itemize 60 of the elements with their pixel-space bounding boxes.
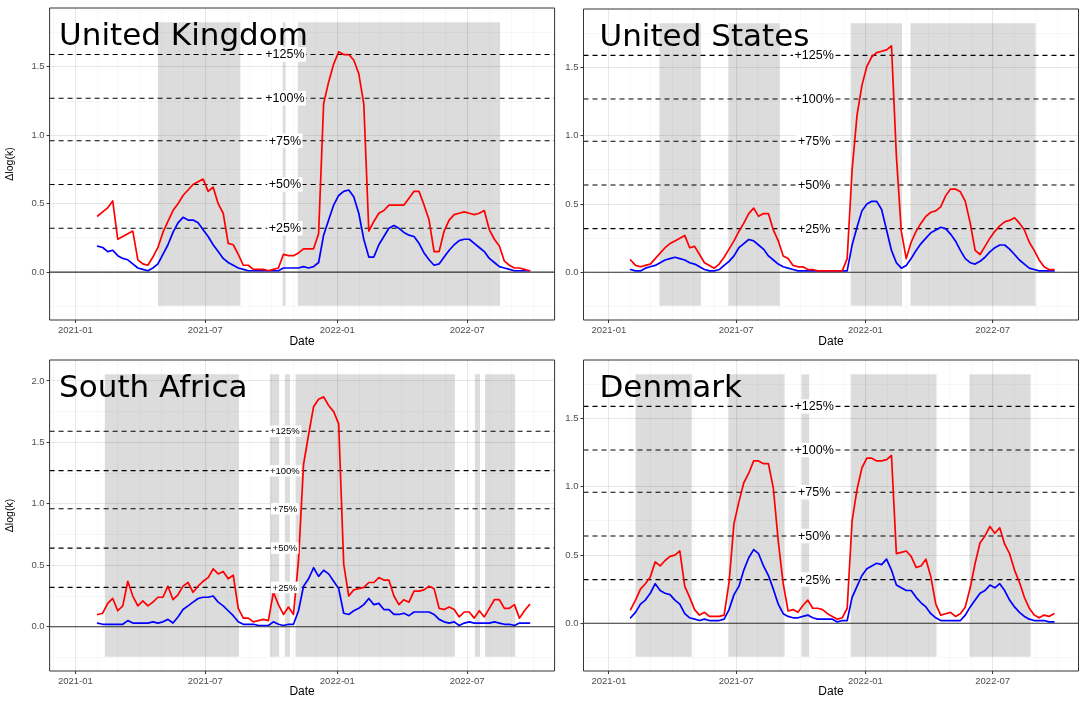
annotation: +25% [268,221,302,236]
y-tick-label: 0.0 [31,265,45,277]
y-tick-label: 0.0 [565,265,579,277]
x-tick-label: 2022-07 [449,324,485,336]
annotation: +50% [268,177,302,192]
x-axis-title: Date [289,684,316,699]
y-axis-title: Δlog(k) [3,498,16,533]
x-tick-label: 2022-07 [449,675,485,687]
y-tick-label: 1.5 [565,412,579,424]
x-tick-label: 2022-01 [848,324,883,336]
x-tick-label: 2022-07 [975,675,1011,687]
annotation: +100% [794,442,834,457]
annotation: +125% [265,47,305,62]
x-tick-label: 2022-01 [319,675,355,687]
y-tick-label: 0.0 [565,616,579,628]
y-tick-label: 1.0 [31,128,45,140]
annotation: +25% [272,581,298,593]
annotation: +75% [797,485,831,500]
y-tick-label: 0.5 [31,197,45,209]
y-tick-label: 0.5 [565,197,579,209]
x-tick-label: 2021-07 [718,324,754,336]
x-tick-label: 2021-01 [591,675,627,687]
annotation: +25% [797,221,831,236]
y-tick-label: 1.5 [565,61,579,73]
x-tick-label: 2022-01 [848,675,883,687]
annotation: +100% [794,91,834,106]
y-tick-label: 0.0 [31,620,45,632]
y-tick-label: 1.0 [31,497,45,509]
annotation: +50% [272,542,298,554]
y-tick-label: 1.0 [565,480,579,492]
annotation: +25% [797,572,831,587]
x-tick-label: 2022-01 [319,324,355,336]
y-tick-label: 1.0 [565,129,579,141]
y-axis-title: Δlog(k) [3,147,16,181]
annotation: +75% [272,502,298,514]
annotation: +100% [265,91,305,106]
x-tick-label: 2021-07 [187,324,223,336]
chart-title: South Africa [59,368,248,404]
x-tick-label: 2021-01 [57,324,93,336]
x-tick-label: 2021-07 [187,675,223,687]
x-tick-label: 2022-07 [975,324,1011,336]
x-tick-label: 2021-01 [57,675,93,687]
annotation: +100% [269,464,301,476]
y-tick-label: 0.5 [31,558,45,570]
y-tick-label: 1.5 [31,435,45,447]
annotation: +75% [268,133,302,148]
x-axis-title: Date [289,334,316,349]
y-tick-label: 0.5 [565,548,579,560]
annotation: +125% [794,399,834,414]
chart-title: Denmark [599,368,743,404]
annotation: +50% [797,177,831,192]
annotation: +50% [797,528,831,543]
y-tick-label: 1.5 [31,60,45,72]
x-axis-title: Date [818,334,844,349]
x-tick-label: 2021-07 [718,675,754,687]
x-tick-label: 2021-01 [591,324,627,336]
x-axis-title: Date [818,684,844,699]
y-tick-label: 2.0 [31,374,45,386]
annotation: +75% [797,134,831,149]
annotation: +125% [269,425,301,437]
